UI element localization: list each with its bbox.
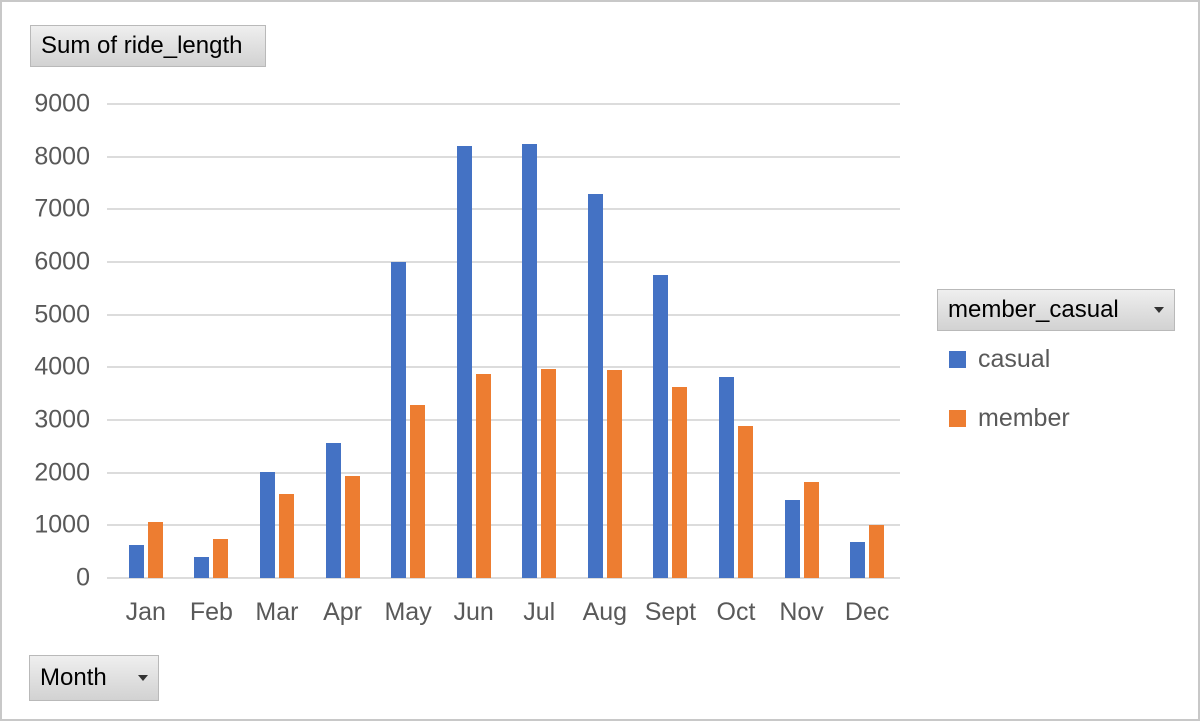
legend-item-label: casual: [978, 345, 1051, 373]
bar-group-jan: [113, 104, 179, 578]
bar-member-feb[interactable]: [213, 539, 229, 578]
bar-member-jul[interactable]: [541, 368, 557, 578]
bar-casual-jul[interactable]: [522, 144, 538, 578]
bar-member-jan[interactable]: [147, 522, 163, 578]
bar-member-sept[interactable]: [672, 387, 688, 578]
bar-group-sept: [638, 104, 704, 578]
bar-groups: [113, 104, 900, 578]
gridline: [107, 208, 900, 211]
bar-group-feb: [179, 104, 245, 578]
gridline: [107, 471, 900, 474]
gridline: [107, 419, 900, 422]
bar-casual-oct[interactable]: [718, 377, 734, 578]
legend-swatch-icon: [949, 410, 966, 427]
y-tick-label: 6000: [34, 247, 90, 276]
bar-casual-jun[interactable]: [456, 145, 472, 578]
bar-member-jun[interactable]: [475, 373, 491, 578]
y-tick-label: 4000: [34, 352, 90, 381]
bar-group-apr: [310, 104, 376, 578]
bar-member-oct[interactable]: [737, 426, 753, 578]
x-tick-label: Jul: [523, 598, 556, 626]
bar-group-aug: [572, 104, 638, 578]
legend: casual member: [949, 345, 1070, 433]
gridline: [107, 103, 900, 105]
bar-group-mar: [244, 104, 310, 578]
x-tick-label: Sept: [644, 598, 697, 626]
gridline: [107, 577, 900, 579]
axis-field-button[interactable]: Month: [29, 655, 159, 701]
bar-casual-dec[interactable]: [850, 541, 866, 578]
chevron-down-icon[interactable]: [138, 675, 148, 681]
x-axis: Jan Feb Mar Apr May Jun Jul Aug Sept Oct Nov Dec: [113, 598, 900, 627]
y-axis: 0 1000 2000 3000 4000 5000 6000 7000 8000 9000: [2, 91, 90, 590]
bar-member-nov[interactable]: [803, 482, 819, 578]
x-tick-label: Jun: [453, 598, 494, 626]
x-tick-label: Oct: [716, 598, 756, 626]
y-tick-label: 9000: [34, 89, 90, 118]
gridline: [107, 155, 900, 158]
bar-group-dec: [834, 104, 900, 578]
bar-casual-mar[interactable]: [259, 471, 275, 578]
y-tick-label: 8000: [34, 142, 90, 171]
y-tick-label: 5000: [34, 300, 90, 329]
bar-group-nov: [769, 104, 835, 578]
gridline: [107, 313, 900, 316]
plot-area: [107, 103, 900, 579]
x-tick-label: Feb: [189, 598, 233, 626]
bar-member-apr[interactable]: [344, 476, 360, 578]
bar-casual-feb[interactable]: [194, 556, 210, 578]
legend-item-member[interactable]: member: [949, 404, 1070, 433]
y-tick-label: 0: [76, 563, 90, 592]
x-tick-label: Jan: [125, 598, 166, 626]
bar-casual-aug[interactable]: [587, 194, 603, 578]
bar-casual-jan[interactable]: [128, 544, 144, 578]
x-tick-label: May: [384, 598, 432, 626]
y-tick-label: 3000: [34, 405, 90, 434]
bar-member-aug[interactable]: [606, 369, 622, 578]
bar-member-may[interactable]: [410, 405, 426, 578]
bar-group-may: [375, 104, 441, 578]
bar-casual-sept[interactable]: [653, 274, 669, 578]
bar-casual-may[interactable]: [391, 262, 407, 578]
bar-member-mar[interactable]: [278, 493, 294, 578]
legend-item-casual[interactable]: casual: [949, 345, 1070, 374]
gridline: [107, 524, 900, 527]
x-tick-label: Nov: [779, 598, 824, 626]
x-tick-label: Mar: [255, 598, 299, 626]
axis-field-label: Month: [40, 664, 107, 691]
y-tick-label: 1000: [34, 510, 90, 539]
gridline: [107, 261, 900, 264]
legend-item-label: member: [978, 404, 1070, 432]
x-tick-label: Dec: [844, 598, 890, 626]
bar-casual-apr[interactable]: [325, 442, 341, 578]
gridline: [107, 366, 900, 369]
bar-group-oct: [703, 104, 769, 578]
legend-field-label: member_casual: [948, 296, 1119, 323]
bar-group-jul: [506, 104, 572, 578]
x-tick-label: Aug: [582, 598, 628, 626]
legend-field-button[interactable]: member_casual: [937, 289, 1175, 331]
bar-group-jun: [441, 104, 507, 578]
bar-member-dec[interactable]: [869, 525, 885, 578]
bar-casual-nov[interactable]: [784, 500, 800, 578]
chevron-down-icon[interactable]: [1154, 307, 1164, 313]
legend-swatch-icon: [949, 351, 966, 368]
values-field-label: Sum of ride_length: [41, 32, 243, 59]
values-field-button[interactable]: Sum of ride_length: [30, 25, 266, 67]
y-tick-label: 2000: [34, 458, 90, 487]
x-tick-label: Apr: [323, 598, 362, 626]
y-tick-label: 7000: [34, 194, 90, 223]
